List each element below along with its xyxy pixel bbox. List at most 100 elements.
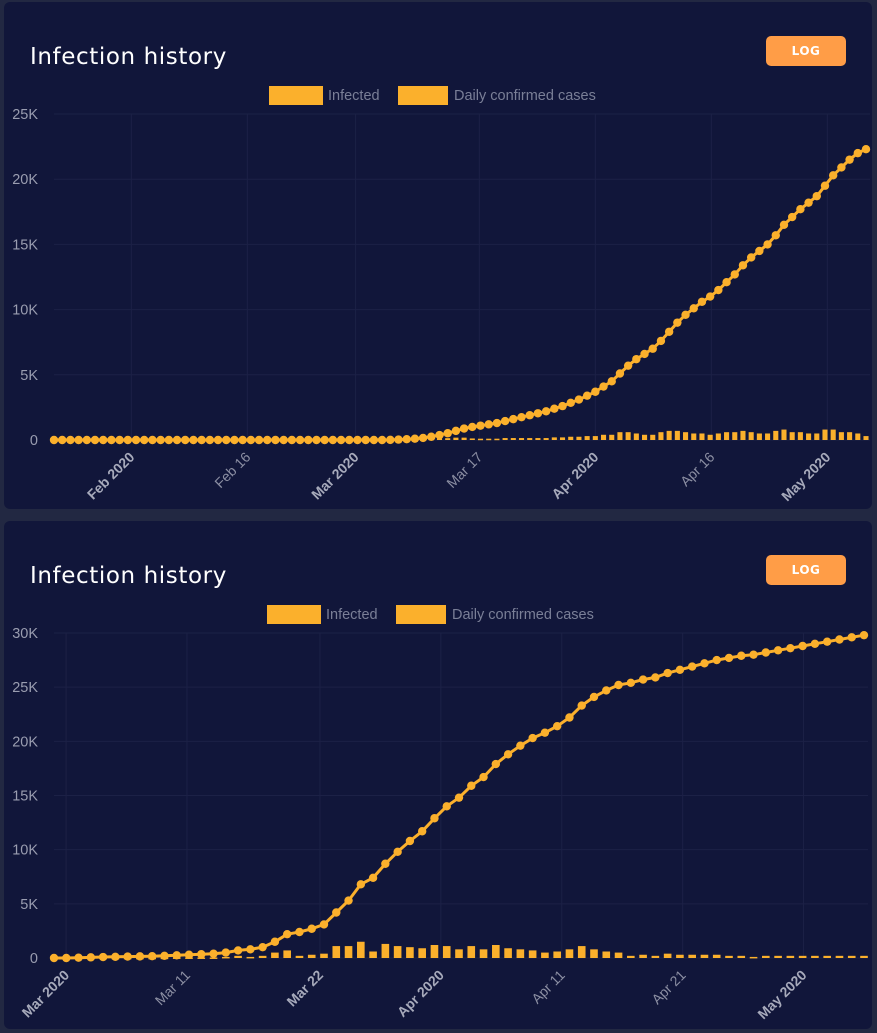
infected-point[interactable] — [254, 435, 264, 445]
infected-point[interactable] — [344, 896, 353, 905]
infected-point[interactable] — [787, 212, 797, 222]
infected-point[interactable] — [287, 435, 297, 445]
infected-point[interactable] — [111, 952, 120, 962]
infected-point[interactable] — [476, 421, 485, 430]
infected-point[interactable] — [147, 951, 157, 961]
infected-point[interactable] — [263, 435, 272, 445]
infected-point[interactable] — [582, 391, 592, 400]
infected-point[interactable] — [492, 418, 502, 428]
infected-point[interactable] — [798, 641, 807, 651]
infected-point[interactable] — [491, 759, 501, 769]
infected-point[interactable] — [724, 653, 734, 663]
infected-point[interactable] — [861, 145, 871, 154]
infected-point[interactable] — [614, 680, 623, 690]
infected-point[interactable] — [197, 435, 206, 445]
infected-point[interactable] — [484, 420, 493, 429]
infected-point[interactable] — [565, 713, 574, 722]
infected-point[interactable] — [184, 950, 194, 959]
infected-point[interactable] — [615, 369, 625, 378]
infected-point[interactable] — [675, 665, 685, 675]
infected-point[interactable] — [591, 387, 600, 396]
infected-point[interactable] — [574, 395, 584, 404]
infected-point[interactable] — [746, 253, 756, 262]
infected-point[interactable] — [540, 728, 550, 737]
infected-point[interactable] — [181, 435, 190, 445]
infected-point[interactable] — [730, 270, 739, 279]
infected-point[interactable] — [140, 435, 149, 445]
infected-point[interactable] — [209, 949, 218, 958]
infected-point[interactable] — [418, 433, 428, 443]
infected-point[interactable] — [82, 435, 92, 445]
infected-point[interactable] — [705, 292, 715, 301]
infected-point[interactable] — [405, 836, 415, 846]
infected-point[interactable] — [663, 668, 672, 678]
infected-point[interactable] — [74, 435, 83, 445]
log-scale-button[interactable]: LOG — [766, 555, 846, 585]
infected-point[interactable] — [86, 953, 96, 962]
infected-point[interactable] — [282, 929, 292, 939]
infected-point[interactable] — [845, 155, 854, 164]
infected-point[interactable] — [673, 318, 682, 327]
infected-point[interactable] — [172, 435, 182, 445]
infected-point[interactable] — [213, 435, 223, 445]
infected-point[interactable] — [566, 398, 575, 408]
legend-swatch-daily[interactable] — [398, 86, 448, 105]
infected-point[interactable] — [394, 435, 403, 444]
infected-point[interactable] — [98, 952, 108, 962]
infected-point[interactable] — [761, 648, 771, 657]
infected-point[interactable] — [295, 435, 305, 445]
infected-point[interactable] — [623, 361, 633, 370]
infected-point[interactable] — [804, 198, 813, 207]
infected-point[interactable] — [49, 953, 59, 963]
infected-point[interactable] — [599, 382, 608, 391]
infected-point[interactable] — [479, 772, 488, 782]
infected-point[interactable] — [632, 354, 641, 364]
infected-point[interactable] — [304, 435, 313, 445]
infected-point[interactable] — [319, 920, 329, 929]
infected-point[interactable] — [353, 435, 362, 445]
infected-point[interactable] — [626, 678, 636, 688]
infected-point[interactable] — [205, 435, 215, 445]
infected-point[interactable] — [722, 278, 731, 287]
infected-point[interactable] — [607, 377, 616, 386]
infected-point[interactable] — [332, 908, 341, 917]
infected-point[interactable] — [336, 435, 346, 445]
infected-point[interactable] — [533, 409, 543, 418]
infected-point[interactable] — [664, 327, 674, 336]
infected-point[interactable] — [238, 435, 247, 445]
infected-point[interactable] — [810, 639, 820, 649]
infected-point[interactable] — [417, 827, 427, 836]
infected-point[interactable] — [156, 435, 165, 445]
infected-point[interactable] — [386, 435, 395, 445]
infected-point[interactable] — [822, 637, 832, 646]
infected-point[interactable] — [773, 646, 783, 655]
infected-point[interactable] — [656, 336, 666, 346]
infected-point[interactable] — [107, 435, 116, 445]
infected-point[interactable] — [503, 750, 513, 759]
infected-point[interactable] — [172, 951, 181, 960]
infected-point[interactable] — [755, 246, 764, 256]
infected-point[interactable] — [687, 662, 697, 671]
infected-point[interactable] — [230, 435, 239, 445]
infected-point[interactable] — [577, 701, 586, 710]
infected-point[interactable] — [828, 171, 838, 180]
infected-point[interactable] — [131, 435, 141, 445]
infected-point[interactable] — [820, 181, 830, 190]
infected-point[interactable] — [689, 304, 698, 313]
infected-point[interactable] — [749, 650, 758, 659]
infected-point[interactable] — [393, 847, 402, 857]
infected-point[interactable] — [468, 422, 477, 432]
legend-label-infected[interactable]: Infected — [328, 88, 380, 104]
infected-point[interactable] — [361, 435, 370, 445]
log-scale-button[interactable]: LOG — [766, 36, 846, 66]
infected-point[interactable] — [270, 937, 280, 946]
infected-point[interactable] — [779, 220, 789, 230]
infected-point[interactable] — [525, 411, 534, 420]
infected-point[interactable] — [189, 435, 198, 445]
infected-point[interactable] — [295, 927, 304, 937]
infected-point[interactable] — [714, 285, 723, 295]
infected-point[interactable] — [258, 942, 267, 952]
infected-point[interactable] — [123, 435, 133, 445]
infected-point[interactable] — [467, 781, 476, 790]
infected-point[interactable] — [541, 407, 551, 416]
